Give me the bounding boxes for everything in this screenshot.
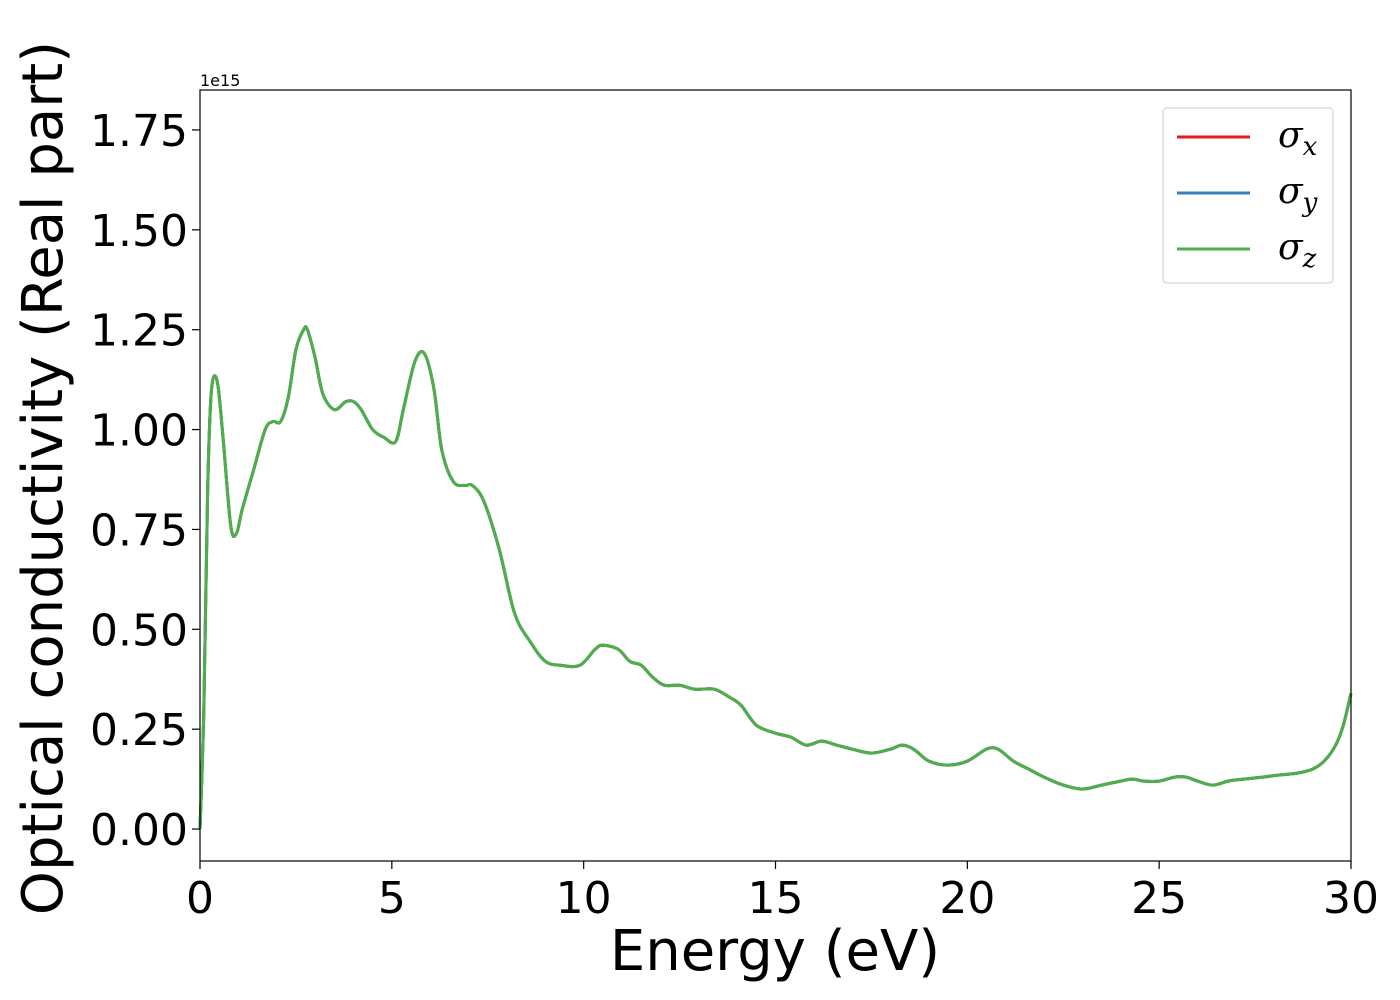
x-tick-label: 10: [556, 873, 612, 924]
y-tick-label: 0.00: [90, 805, 188, 856]
y-tick-label: 0.25: [90, 705, 188, 756]
x-tick-label: 5: [378, 873, 406, 924]
x-axis-title: Energy (eV): [610, 919, 940, 984]
legend-label-z: σz: [1278, 227, 1317, 274]
series-line-z: [198, 325, 1353, 830]
y-axis-title: Optical conductivity (Real part): [11, 41, 76, 915]
x-tick-label: 20: [939, 873, 995, 924]
y-tick-label: 1.25: [90, 306, 188, 357]
y-axis: 0.00 0.25 0.50 0.75 1.00 1.25 1.50 1.75: [90, 106, 200, 856]
x-tick-label: 15: [748, 873, 804, 924]
y-tick-label: 0.75: [90, 505, 188, 556]
x-tick-label: 25: [1131, 873, 1187, 924]
x-axis: 0 5 10 15 20 25 30: [186, 861, 1379, 924]
y-tick-label: 1.00: [90, 406, 188, 457]
series-layer: [198, 325, 1353, 830]
legend-entries: σx σy σz: [1177, 115, 1318, 274]
y-tick-label: 1.75: [90, 106, 188, 157]
legend-label-y: σy: [1278, 171, 1318, 218]
legend-label-x: σx: [1278, 115, 1318, 162]
x-tick-label: 0: [186, 873, 214, 924]
y-tick-label: 1.50: [90, 206, 188, 257]
y-offset-label: 1e15: [200, 71, 240, 90]
y-tick-label: 0.50: [90, 605, 188, 656]
legend: σx σy σz: [1162, 107, 1334, 284]
x-tick-label: 30: [1323, 873, 1379, 924]
legend-box: [1162, 107, 1334, 284]
